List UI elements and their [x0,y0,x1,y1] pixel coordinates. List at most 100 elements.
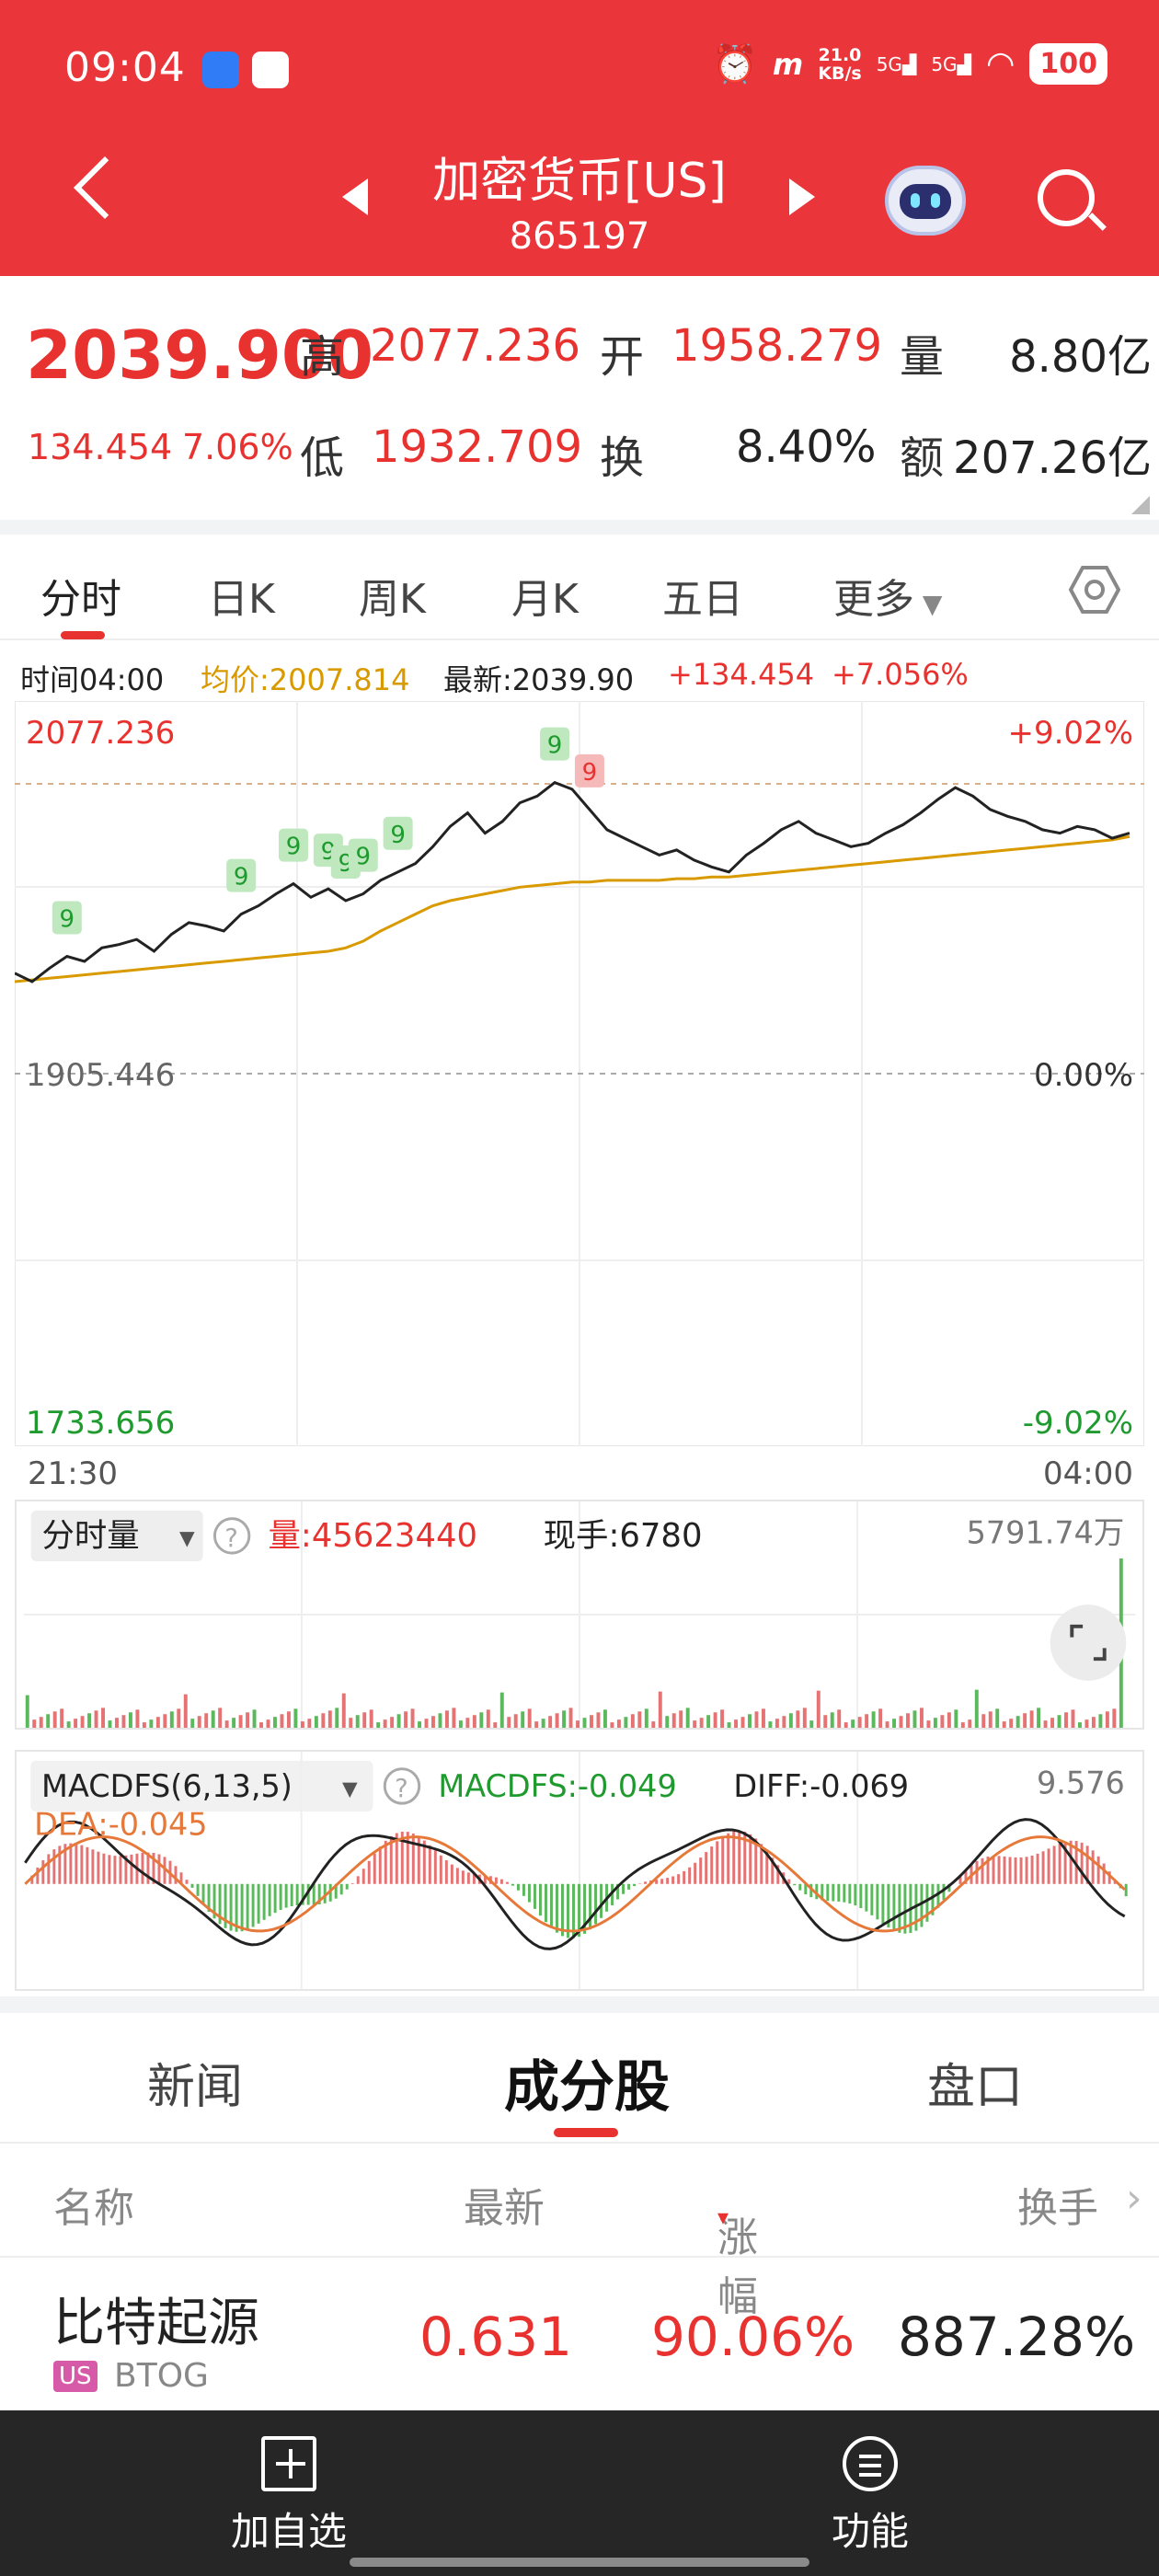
macd-bar [58,1846,62,1884]
robot-assistant-icon[interactable] [885,166,966,236]
tab-news[interactable]: 新闻 [147,2060,244,2115]
macd-bar [992,1856,995,1884]
tab-five-day[interactable]: 五日 [662,576,743,623]
macd-bar [201,1883,205,1904]
volume-bar [981,1714,986,1728]
macd-bar [317,1883,321,1904]
macd-bar [389,1835,393,1884]
macd-bar [832,1883,835,1902]
active-tab-indicator [61,631,105,639]
volume-panel[interactable]: 分时量 ▼ ? 量:45623440 现手:6780 5791.74万 [15,1500,1144,1730]
table-row[interactable]: 比特起源 US BTOG 0.631 90.06% 887.28% [0,2260,1159,2410]
tab-more[interactable]: 更多 ▼ [833,566,942,625]
volume-bar [190,1719,195,1728]
net-speed-unit: KB/s [818,63,862,84]
macd-bar [428,1845,431,1884]
macd-bar [627,1883,631,1890]
avg-price-line [15,834,1130,983]
macd-bar [41,1860,45,1884]
macd-bar [36,1867,40,1884]
macd-bar [826,1883,830,1902]
volume-bar [857,1717,862,1728]
function-label: 功能 [831,2509,909,2554]
fullscreen-button[interactable] [1050,1604,1127,1681]
macd-bar [63,1844,67,1884]
macd-bar [1080,1842,1084,1884]
tab-monthly-k[interactable]: 月K [511,576,579,623]
search-icon[interactable] [1038,169,1095,226]
macd-bar [235,1883,238,1932]
macd-bar [295,1883,299,1906]
col-turnover[interactable]: 换手 [1017,2185,1098,2232]
tab-daily-k[interactable]: 日K [208,576,275,623]
macd-bar [958,1876,962,1884]
help-icon[interactable] [212,1517,251,1555]
signal-label: 5G [876,52,902,75]
prev-icon[interactable] [342,178,368,215]
settings-icon[interactable] [1069,564,1120,615]
volume-bar [734,1719,739,1728]
macd-bar [1124,1883,1128,1897]
volume-bar [349,1718,353,1728]
volume-bar [1084,1719,1089,1728]
pct-bot-label: -9.02% [1023,1405,1133,1442]
volume-bar [66,1721,71,1728]
info-latest: 最新:2039.90 [443,662,635,697]
volume-bar [995,1708,1000,1728]
add-watchlist-button[interactable]: 加自选 [197,2436,381,2557]
macd-bar [328,1883,332,1902]
volume-bar [727,1722,731,1728]
price-change: 134.454 [28,427,173,467]
volume-bar [933,1718,937,1728]
macd-panel[interactable]: MACDFS(6,13,5) ▼ ? MACDFS:-0.049 DIFF:-0… [15,1750,1144,1991]
macd-bar [511,1883,514,1886]
volume-bar [259,1722,263,1728]
macd-bar [544,1883,547,1923]
help-icon-2[interactable] [383,1767,421,1805]
macd-bar [290,1883,293,1906]
macd-bar [499,1879,503,1884]
volume-bar [280,1714,284,1728]
volume-bar [252,1709,257,1728]
time-end: 04:00 [1043,1455,1133,1492]
volume-bar [602,1709,607,1728]
volume-bar [568,1708,573,1728]
macd-bar [964,1869,968,1884]
plus-square-icon [261,2436,316,2491]
function-button[interactable]: 功能 [778,2436,962,2557]
macd-bar [384,1840,387,1884]
volume-bar [851,1719,855,1728]
tab-order-book[interactable]: 盘口 [927,2060,1024,2115]
macd-bar [561,1883,564,1937]
volume-bar [163,1714,167,1728]
volume-bar [816,1690,820,1728]
signal-marker-label: 9 [390,822,406,849]
macd-bar [677,1874,681,1884]
macd-bar [760,1844,763,1884]
tab-intraday[interactable]: 分时 [40,576,121,623]
volume-bar [121,1715,126,1728]
volume-bar [912,1710,917,1728]
macd-bar [1008,1857,1012,1884]
volume-bar [321,1713,326,1728]
volume-bar [355,1715,360,1728]
macd-bar [887,1883,890,1928]
next-icon[interactable] [789,178,815,215]
volume-bars [25,1558,1123,1728]
col-latest[interactable]: 最新 [464,2185,545,2232]
macd-selector[interactable] [30,1760,373,1811]
expand-corner-icon[interactable] [1131,496,1150,514]
vol-selector[interactable] [30,1510,203,1561]
tab-constituents[interactable]: 成分股 [504,2055,670,2120]
volume-bar [940,1715,945,1728]
macd-bar [892,1883,896,1931]
macd-bar [997,1856,1001,1884]
volume-bar [775,1719,779,1728]
chevron-right-icon[interactable]: › [1126,2175,1142,2222]
list-header: 名称 最新 涨幅 ▾ 换手 › [0,2145,1159,2320]
tab-weekly-k[interactable]: 周K [359,576,426,623]
macd-bar [594,1883,598,1925]
signal-marker-label: 9 [60,905,75,933]
macd-bar [633,1883,637,1887]
